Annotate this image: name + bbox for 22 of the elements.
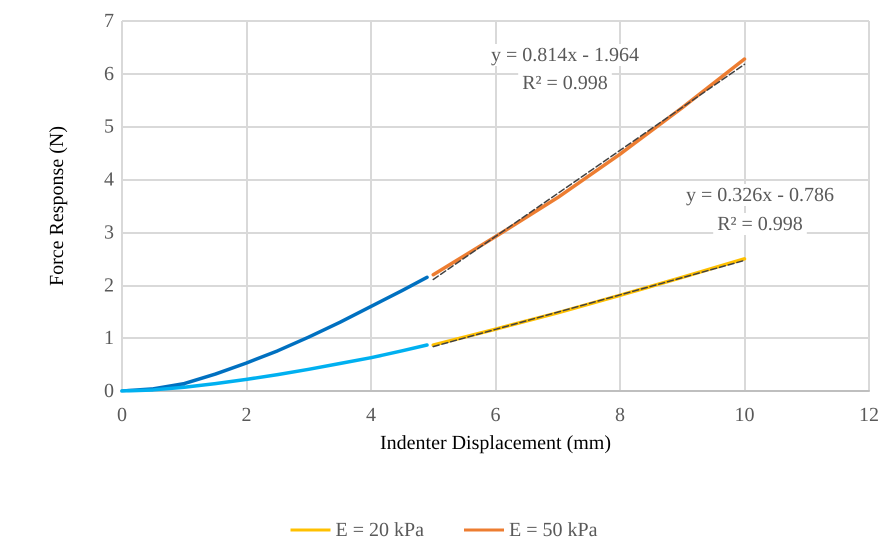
legend-label: E = 50 kPa bbox=[509, 519, 598, 541]
x-tick-label: 6 bbox=[490, 404, 500, 426]
x-axis-title: Indenter Displacement (mm) bbox=[380, 432, 612, 454]
y-tick-label: 0 bbox=[104, 380, 114, 402]
annotation: R² = 0.998 bbox=[522, 72, 608, 94]
x-tick-label: 10 bbox=[734, 404, 754, 426]
y-tick-label: 6 bbox=[104, 62, 114, 85]
y-tick-label: 7 bbox=[104, 10, 114, 32]
x-tick-label: 2 bbox=[242, 404, 252, 426]
y-tick-label: 4 bbox=[104, 168, 114, 191]
x-tick-label: 4 bbox=[366, 404, 376, 426]
y-axis-title: Force Response (N) bbox=[46, 126, 68, 286]
legend-label: E = 20 kPa bbox=[336, 519, 424, 541]
y-tick-label: 3 bbox=[104, 221, 114, 244]
y-tick-label: 1 bbox=[104, 327, 114, 350]
x-tick-label: 8 bbox=[615, 404, 625, 426]
annotation: y = 0.326x - 0.786 bbox=[686, 184, 834, 206]
annotation: y = 0.814x - 1.964 bbox=[491, 44, 639, 66]
x-tick-label: 12 bbox=[859, 404, 879, 426]
y-tick-label: 5 bbox=[104, 116, 114, 138]
annotation: R² = 0.998 bbox=[717, 213, 803, 235]
y-tick-label: 2 bbox=[104, 274, 114, 296]
